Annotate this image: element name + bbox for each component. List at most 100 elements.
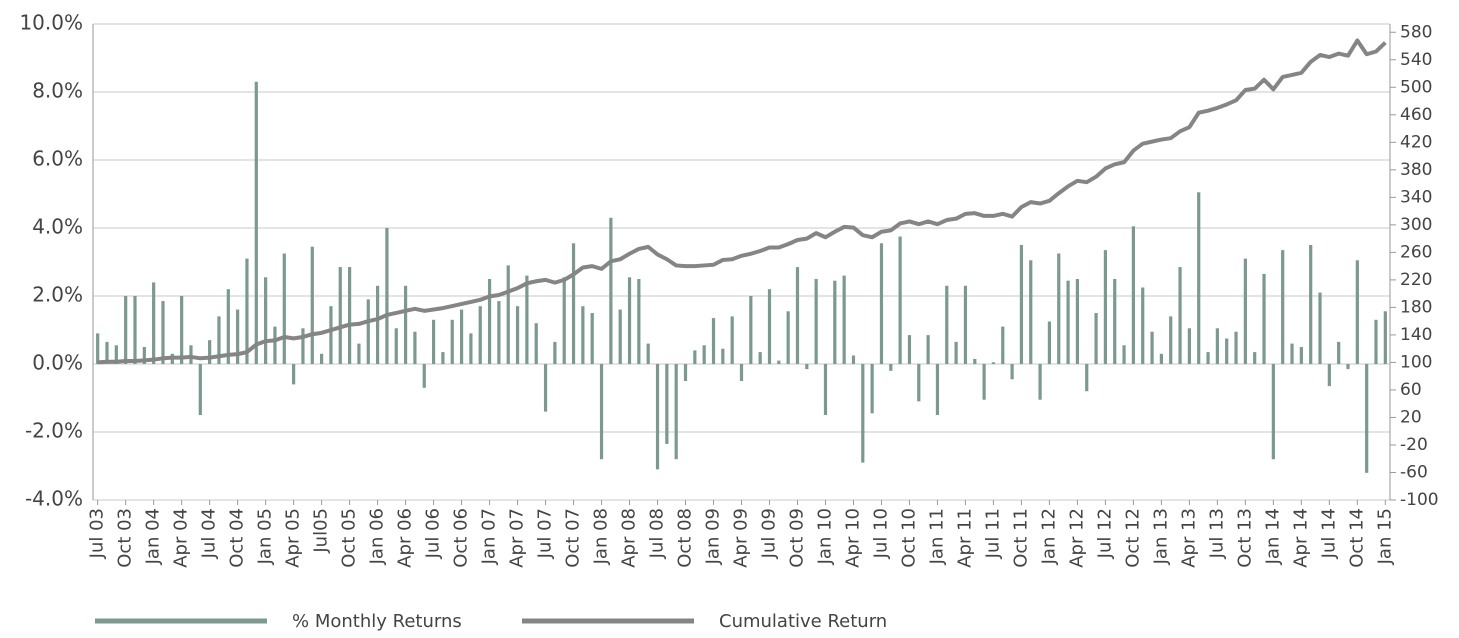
bar (310, 246, 314, 364)
y2-tick-label: 580 (1400, 22, 1432, 42)
bar (403, 285, 408, 364)
bar (721, 348, 725, 364)
bar (1197, 192, 1201, 364)
bar (254, 81, 258, 365)
bar (152, 282, 156, 364)
bar (1299, 347, 1303, 364)
x-tick-label: Oct 08 (675, 508, 696, 568)
y-tick-label: -2.0% (25, 419, 83, 443)
y2-tick-label: 140 (1400, 325, 1432, 345)
bar (422, 364, 426, 388)
x-tick-label: Jan 13 (1150, 508, 1171, 565)
bar (674, 364, 678, 460)
bar (599, 364, 604, 460)
bar (665, 364, 669, 444)
y2-tick-label: 300 (1400, 215, 1432, 235)
bar (590, 313, 594, 364)
y2-tick-label: 100 (1400, 352, 1432, 372)
x-tick-label: Oct 14 (1346, 508, 1367, 568)
bar (208, 340, 212, 364)
bar (543, 364, 548, 412)
bar (730, 316, 734, 364)
bar (693, 350, 697, 364)
x-tick-label: Apr 06 (395, 508, 416, 568)
bar (1159, 353, 1163, 364)
bar (562, 277, 566, 364)
bar (189, 345, 193, 364)
bar (1337, 341, 1341, 364)
x-tick-label: Jan 11 (926, 508, 947, 565)
y-tick-label: 8.0% (32, 79, 83, 103)
bar (1271, 364, 1275, 460)
y2-tick-label: -60 (1400, 462, 1428, 482)
bar (1047, 321, 1052, 364)
x-tick-label: Jul 07 (535, 508, 556, 559)
bar (777, 360, 781, 364)
x-tick-label: Jan 10 (814, 508, 835, 565)
bar (627, 277, 632, 364)
bar (1206, 352, 1210, 364)
x-tick-label: Oct 05 (339, 508, 360, 568)
bar (683, 364, 688, 381)
bar (338, 267, 342, 364)
bar (954, 341, 958, 364)
bar (320, 353, 324, 364)
y2-tick-label: 60 (1400, 380, 1422, 400)
x-tick-label: Apr 04 (171, 508, 192, 568)
bar (609, 217, 613, 364)
bar (973, 358, 977, 364)
bar (1001, 326, 1005, 364)
bar (133, 296, 137, 364)
bar (1085, 364, 1089, 392)
bar (226, 289, 230, 364)
bar (1309, 245, 1313, 364)
bar (506, 265, 510, 364)
bar (348, 267, 352, 364)
bar (739, 364, 744, 381)
bar (889, 364, 893, 371)
bar (1365, 364, 1369, 473)
y2-tick-label: 460 (1400, 105, 1432, 125)
y2-tick-label: 540 (1400, 50, 1432, 70)
bar (1019, 245, 1024, 364)
bar (1178, 267, 1182, 364)
bar (833, 280, 837, 364)
x-tick-label: Jan 14 (1262, 508, 1283, 565)
bar (497, 301, 501, 364)
bar (767, 289, 772, 364)
bar (786, 311, 790, 364)
y2-tick-label: 340 (1400, 187, 1432, 207)
bar (1075, 279, 1080, 364)
x-tick-label: Jan 09 (703, 508, 724, 565)
y2-tick-label: 500 (1400, 77, 1432, 97)
bar (366, 299, 370, 364)
bar (1010, 364, 1014, 380)
bar (945, 285, 949, 364)
bar (478, 306, 482, 364)
bar (898, 236, 902, 364)
x-tick-label: Apr 14 (1290, 508, 1311, 568)
bar (198, 364, 202, 415)
x-tick-label: Jul 11 (982, 508, 1003, 559)
bar (245, 258, 249, 364)
y-tick-label: -4.0% (25, 487, 83, 511)
x-tick-label: Apr 11 (954, 508, 975, 568)
y2-tick-label: 220 (1400, 270, 1432, 290)
x-tick-label: Oct 04 (227, 508, 248, 568)
bar (124, 296, 128, 364)
x-tick-label: Apr 10 (842, 508, 863, 568)
y-tick-label: 4.0% (32, 215, 83, 239)
x-tick-label: Oct 09 (786, 508, 807, 568)
x-tick-label: Jul 04 (199, 508, 220, 559)
y2-tick-label: -100 (1400, 490, 1439, 510)
bar (236, 309, 240, 364)
bar (1169, 316, 1173, 364)
bar (795, 267, 800, 364)
bar (487, 279, 492, 364)
legend-label: % Monthly Returns (292, 611, 462, 632)
bar (459, 309, 464, 364)
bar (991, 362, 996, 364)
bar (1374, 319, 1378, 364)
bar (618, 309, 622, 364)
